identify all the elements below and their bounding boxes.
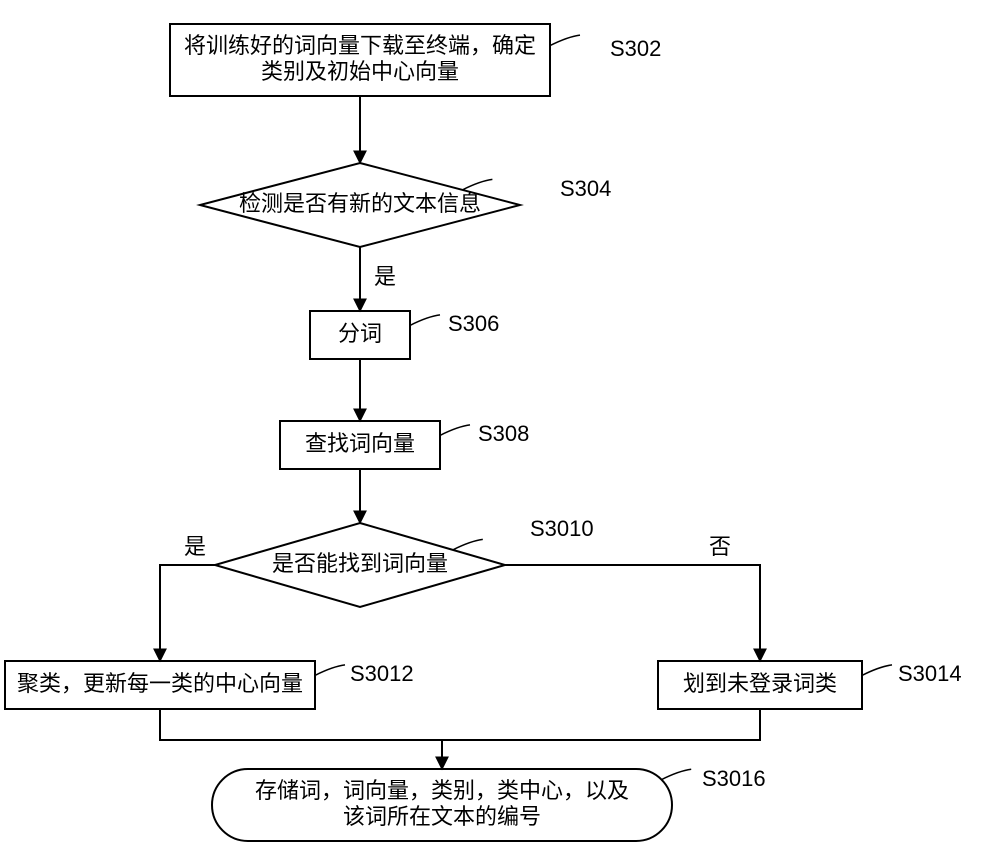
node-text-s3012-0: 聚类，更新每一类的中心向量 (17, 671, 303, 696)
tag-s3012: S3012 (350, 661, 414, 686)
node-text-s306-0: 分词 (338, 321, 382, 346)
node-s306: 分词 S306 (310, 311, 499, 359)
node-text-s308-0: 查找词向量 (305, 431, 415, 456)
tag-s3016: S3016 (702, 766, 766, 791)
node-s3014: 划到未登录词类 S3014 (658, 661, 962, 709)
tag-s3010: S3010 (530, 516, 594, 541)
node-s3012: 聚类，更新每一类的中心向量 S3012 (5, 661, 414, 709)
node-text-s302-1: 类别及初始中心向量 (261, 59, 459, 84)
node-text-s302-0: 将训练好的词向量下载至终端，确定 (184, 33, 536, 58)
node-s3010: 是否能找到词向量 S3010 (215, 516, 594, 607)
node-text-s304-0: 检测是否有新的文本信息 (239, 191, 481, 216)
edge-6 (160, 709, 760, 740)
node-s3016: 存储词，词向量，类别，类中心，以及该词所在文本的编号 S3016 (212, 766, 766, 841)
flowchart-canvas: 将训练好的词向量下载至终端，确定类别及初始中心向量 S302 检测是否有新的文本信息… (0, 0, 1000, 854)
edge-4: 是 (160, 534, 215, 661)
node-text-s3014-0: 划到未登录词类 (683, 671, 837, 696)
node-s308: 查找词向量 S308 (280, 421, 529, 469)
edge-1: 是 (360, 247, 396, 311)
edge-label-1: 是 (374, 264, 396, 289)
tag-s308: S308 (478, 421, 529, 446)
node-text-s3010-0: 是否能找到词向量 (272, 551, 448, 576)
node-s304: 检测是否有新的文本信息 S304 (200, 163, 611, 247)
edge-label-5: 否 (709, 534, 731, 559)
tag-s304: S304 (560, 176, 611, 201)
tag-s306: S306 (448, 311, 499, 336)
node-text-s3016-0: 存储词，词向量，类别，类中心，以及 (255, 778, 629, 803)
tag-s3014: S3014 (898, 661, 962, 686)
node-text-s3016-1: 该词所在文本的编号 (343, 804, 541, 829)
node-s302: 将训练好的词向量下载至终端，确定类别及初始中心向量 S302 (170, 24, 661, 96)
edge-5: 否 (505, 534, 760, 661)
edge-label-4: 是 (184, 534, 206, 559)
tag-s302: S302 (610, 36, 661, 61)
